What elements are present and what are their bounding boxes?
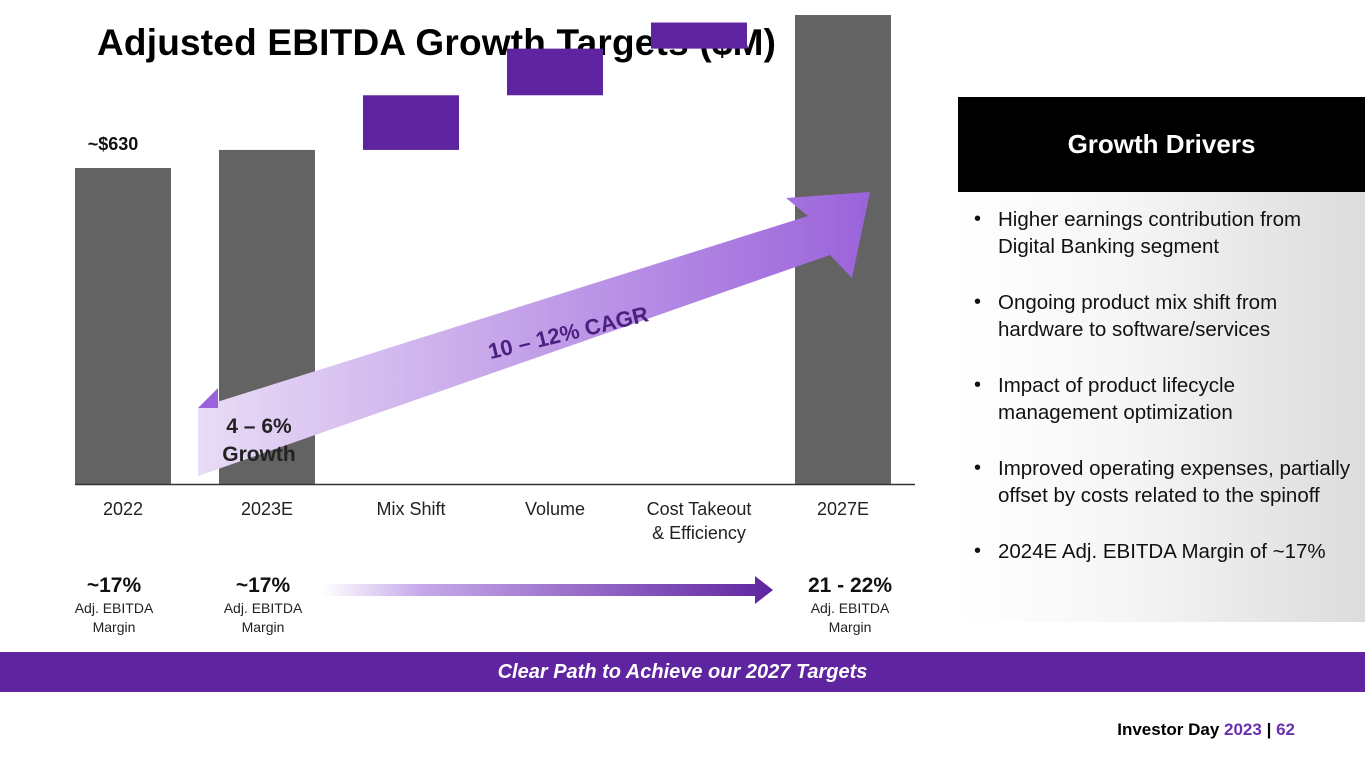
growth-driver-text: Higher earnings contribution from Digita…: [998, 208, 1302, 258]
growth-drivers-panel: • Higher earnings contribution from Digit…: [958, 192, 1365, 622]
margin-caption: Adj. EBITDA: [75, 600, 154, 616]
growth-driver-text: Impact of product lifecycle management o…: [998, 374, 1235, 424]
growth-driver-text: 2024E Adj. EBITDA Margin of ~17%: [998, 540, 1326, 563]
bar-cost-takeout-efficiency: [651, 22, 747, 49]
growth-driver-text: Improved operating expenses, partially o…: [998, 457, 1351, 507]
x-tick-label: 2023E: [241, 499, 293, 519]
bar-volume: [507, 48, 603, 96]
growth-drivers-list: • Higher earnings contribution from Digit…: [958, 192, 1365, 565]
margin-value: ~17%: [87, 574, 142, 597]
growth-driver-item: • Impact of product lifecycle management …: [974, 372, 1357, 426]
growth-driver-item: • Improved operating expenses, partially …: [974, 455, 1357, 509]
bullet-icon: •: [974, 374, 982, 396]
margin-caption: Adj. EBITDA: [811, 600, 890, 616]
bullet-icon: •: [974, 291, 982, 313]
growth-driver-item: • 2024E Adj. EBITDA Margin of ~17%: [974, 538, 1357, 565]
bullet-icon: •: [974, 457, 982, 479]
bullet-icon: •: [974, 208, 982, 230]
growth-driver-item: • Ongoing product mix shift from hardware…: [974, 289, 1357, 343]
growth-driver-item: • Higher earnings contribution from Digit…: [974, 206, 1357, 260]
margin-caption: Margin: [242, 619, 285, 635]
x-tick-label: Mix Shift: [376, 499, 445, 519]
footer: Investor Day 2023 | 62: [1117, 720, 1295, 740]
margin-caption: Margin: [829, 619, 872, 635]
near-term-growth-label: Growth: [222, 443, 296, 466]
growth-driver-text: Ongoing product mix shift from hardware …: [998, 291, 1278, 341]
near-term-growth-label: 4 – 6%: [226, 415, 292, 438]
growth-drivers-heading: Growth Drivers: [958, 97, 1365, 192]
margin-caption: Margin: [93, 619, 136, 635]
x-tick-label: 2022: [103, 499, 143, 519]
targets-banner: Clear Path to Achieve our 2027 Targets: [0, 652, 1365, 692]
cagr-arrow: [198, 192, 870, 476]
cagr-arrow-tab: [198, 388, 218, 408]
footer-year: 2023: [1224, 720, 1262, 739]
footer-label: Investor Day: [1117, 720, 1220, 739]
x-tick-label: 2027E: [817, 499, 869, 519]
margin-expansion-arrow: [322, 576, 773, 604]
bar-2022: [75, 168, 171, 484]
bar-mix-shift: [363, 95, 459, 150]
x-tick-label: Cost Takeout: [647, 499, 752, 519]
value-label: ~$630: [88, 134, 139, 154]
footer-separator: |: [1266, 720, 1272, 739]
x-tick-label: Volume: [525, 499, 585, 519]
x-tick-label: & Efficiency: [652, 523, 746, 543]
page-number: 62: [1276, 720, 1295, 739]
margin-caption: Adj. EBITDA: [224, 600, 303, 616]
margin-value: ~17%: [236, 574, 291, 597]
margin-value: 21 - 22%: [808, 574, 892, 597]
bullet-icon: •: [974, 540, 982, 562]
